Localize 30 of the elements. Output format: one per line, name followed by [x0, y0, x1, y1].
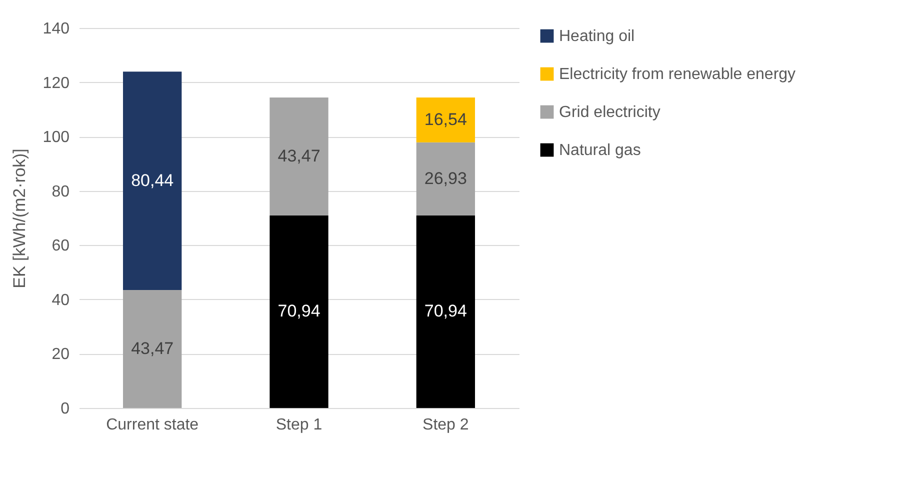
bar: [416, 97, 475, 142]
data-label: 43,47: [131, 339, 174, 358]
bar: [270, 215, 328, 408]
data-label: 43,47: [278, 146, 320, 166]
legend-label: Heating oil: [559, 28, 635, 45]
y-tick-label: 100: [42, 129, 70, 146]
legend-label: Electricity from renewable energy: [559, 66, 796, 83]
data-label: 26,93: [424, 168, 467, 188]
y-tick-label: 40: [52, 292, 70, 309]
data-label: 80,44: [131, 170, 174, 190]
y-tick-label: 20: [52, 346, 70, 364]
legend-label: Grid electricity: [559, 104, 660, 121]
x-tick-label: Current state: [106, 416, 199, 434]
bar: [123, 72, 182, 290]
bar: [416, 215, 475, 408]
y-tick-label: 120: [42, 74, 70, 92]
y-tick-label: 60: [52, 238, 70, 255]
data-label: 70,94: [278, 302, 320, 321]
x-tick-label: Step 2: [422, 416, 469, 434]
bar: [123, 290, 182, 408]
bar: [270, 97, 328, 216]
y-axis-title: EK [kWh/(m2·rok)]: [10, 148, 29, 288]
x-tick-label: Step 1: [276, 416, 322, 434]
y-tick-label: 0: [60, 400, 70, 418]
data-label: 16,54: [424, 110, 467, 129]
bar: [416, 142, 475, 216]
y-tick-label: 140: [42, 20, 70, 38]
legend-label: Natural gas: [559, 142, 641, 159]
y-tick-label: 80: [52, 183, 70, 200]
data-label: 70,94: [424, 302, 467, 321]
